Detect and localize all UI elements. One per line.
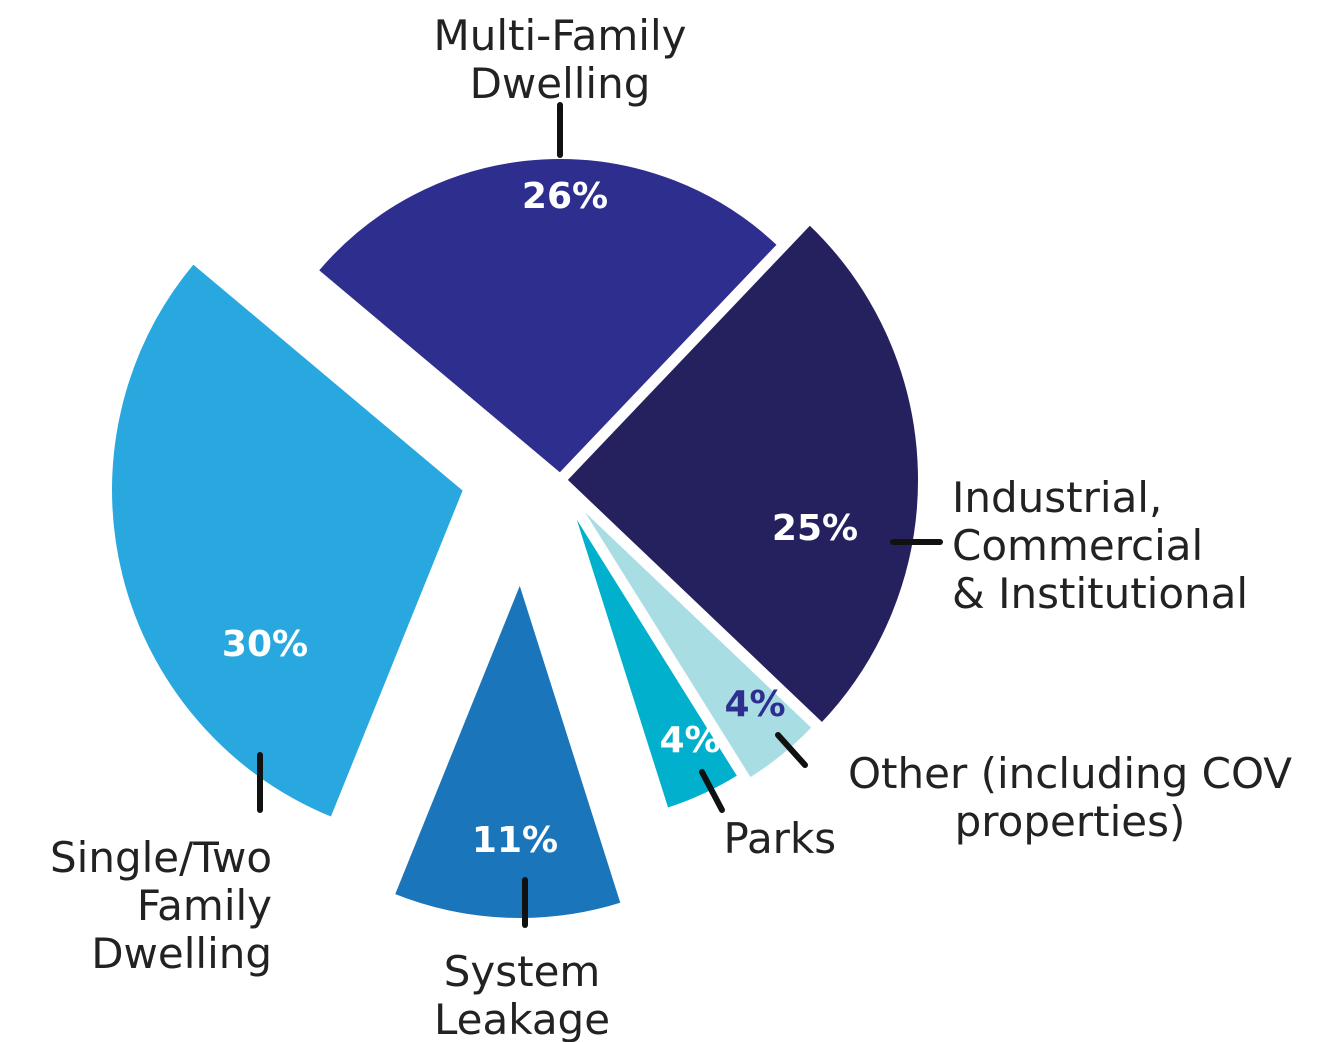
category-label: Other (including COV properties) (848, 749, 1292, 846)
value-label: 30% (222, 624, 308, 665)
pie-slice (108, 258, 468, 822)
value-label: 26% (522, 176, 608, 217)
pie-slice (568, 503, 743, 813)
leader-line (775, 732, 808, 768)
category-label: Industrial, Commercial & Institutional (952, 473, 1249, 618)
value-label: 4% (724, 684, 785, 725)
category-label: Single/Two Family Dwelling (50, 833, 273, 978)
pie-slice (562, 220, 922, 728)
value-label: 11% (472, 820, 558, 861)
category-label: System Leakage (434, 947, 611, 1042)
category-label: Parks (723, 814, 837, 863)
category-label: Multi-Family Dwelling (433, 11, 687, 108)
pie-slice (573, 498, 817, 783)
pie-slice (313, 155, 783, 478)
value-label: 25% (772, 508, 858, 549)
pie-slice (390, 574, 626, 922)
leader-line (699, 769, 725, 813)
value-label: 4% (659, 720, 720, 761)
